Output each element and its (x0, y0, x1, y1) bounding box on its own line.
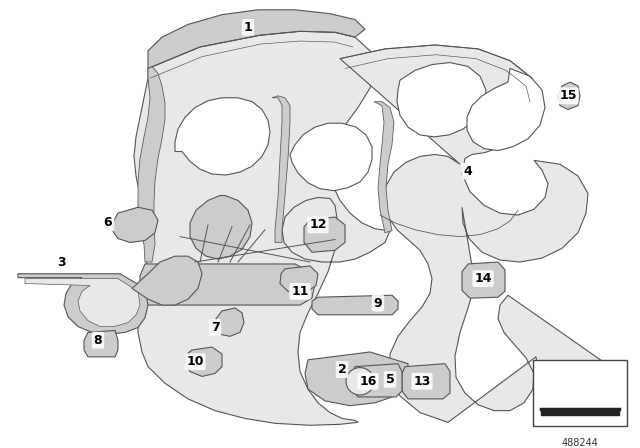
Polygon shape (132, 256, 202, 305)
Text: 2: 2 (338, 363, 346, 376)
Polygon shape (304, 217, 345, 252)
Text: 16: 16 (359, 375, 377, 388)
Polygon shape (402, 364, 450, 399)
Text: 5: 5 (386, 373, 394, 386)
Polygon shape (18, 274, 148, 334)
Polygon shape (280, 266, 318, 291)
Polygon shape (340, 45, 620, 422)
Polygon shape (462, 262, 505, 298)
Polygon shape (185, 347, 222, 376)
Polygon shape (467, 69, 545, 151)
Polygon shape (290, 123, 372, 191)
Text: 7: 7 (211, 321, 220, 334)
Polygon shape (558, 82, 580, 109)
Text: 13: 13 (413, 375, 431, 388)
Polygon shape (190, 195, 252, 259)
Text: 6: 6 (104, 216, 112, 229)
Text: 1: 1 (244, 21, 252, 34)
Text: 8: 8 (93, 334, 102, 347)
Bar (533, 360, 627, 426)
Circle shape (346, 368, 374, 395)
Polygon shape (305, 352, 408, 406)
Text: 11: 11 (291, 285, 308, 298)
Text: 14: 14 (474, 272, 492, 285)
Polygon shape (374, 102, 394, 233)
Text: 15: 15 (559, 89, 577, 102)
Text: 3: 3 (58, 255, 67, 268)
Text: 9: 9 (374, 297, 382, 310)
Polygon shape (25, 279, 140, 327)
Polygon shape (272, 96, 290, 242)
Polygon shape (138, 66, 165, 262)
Polygon shape (175, 98, 270, 175)
Polygon shape (134, 31, 390, 425)
Polygon shape (112, 207, 158, 242)
Polygon shape (215, 308, 244, 336)
Polygon shape (397, 63, 486, 137)
Text: 10: 10 (186, 355, 204, 368)
Polygon shape (148, 10, 365, 69)
Polygon shape (140, 264, 315, 305)
Polygon shape (312, 295, 398, 315)
Text: 12: 12 (309, 218, 327, 231)
Text: 4: 4 (463, 164, 472, 177)
Text: 488244: 488244 (561, 438, 598, 448)
Polygon shape (352, 364, 402, 397)
Polygon shape (84, 331, 118, 357)
